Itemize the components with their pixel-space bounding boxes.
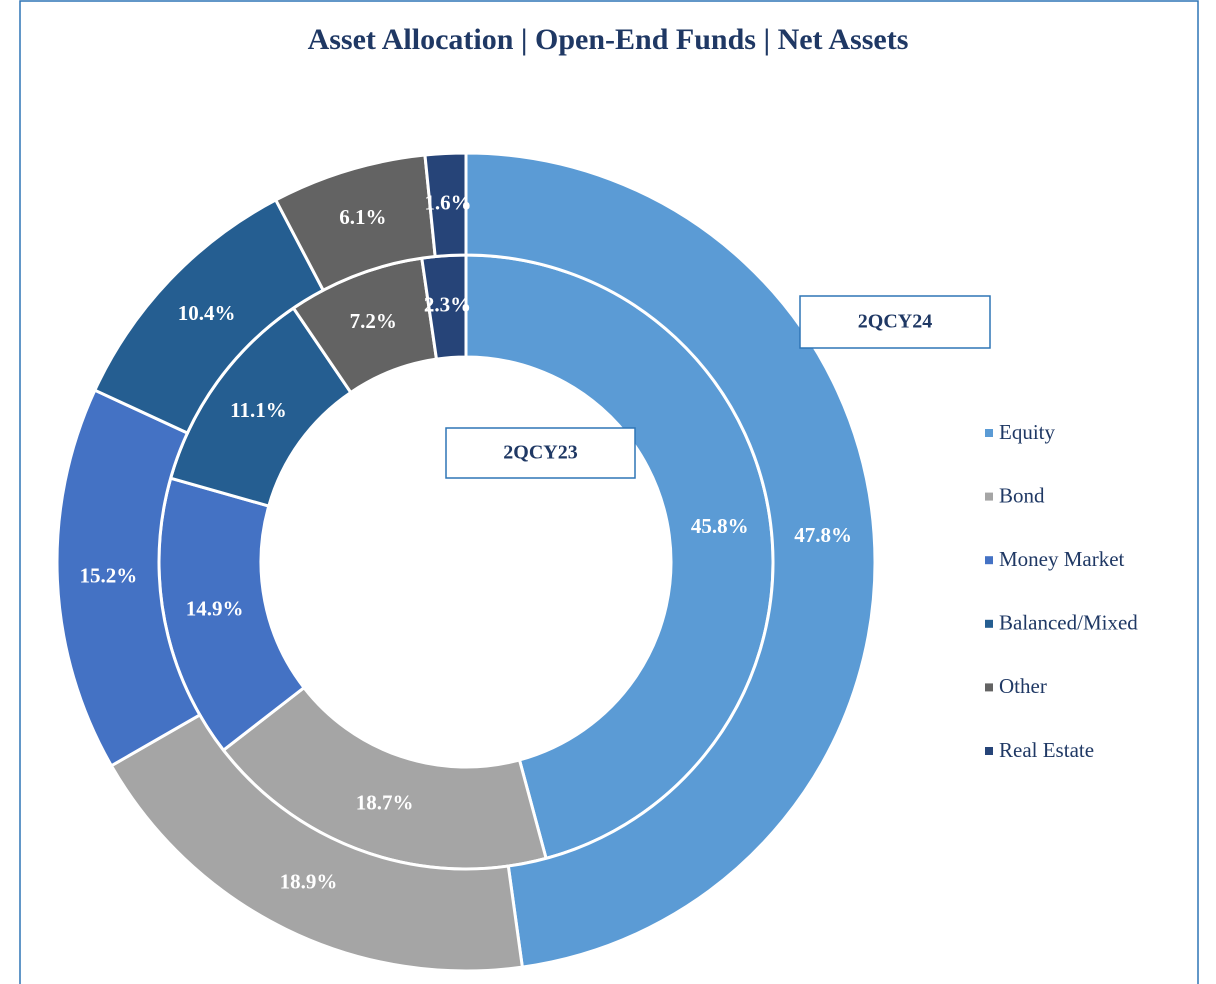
donut-segment <box>423 151 468 259</box>
data-label: 45.8% <box>691 514 749 538</box>
legend-label: Other <box>999 674 1047 698</box>
series-label: 2QCY23 <box>503 442 577 464</box>
legend-label: Money Market <box>999 547 1125 571</box>
series-label: 2QCY24 <box>858 311 932 333</box>
legend-swatch <box>985 556 993 565</box>
legend-swatch <box>985 619 993 628</box>
legend-swatch <box>985 429 993 437</box>
data-label: 7.2% <box>350 309 397 333</box>
data-label: 18.9% <box>280 869 338 893</box>
data-label: 6.1% <box>339 205 386 229</box>
legend-label: Balanced/Mixed <box>999 611 1138 635</box>
data-label: 18.7% <box>356 791 414 815</box>
legend-swatch <box>985 747 993 755</box>
data-label: 14.9% <box>186 597 244 621</box>
legend-swatch <box>985 492 993 501</box>
series-label-box <box>799 295 991 349</box>
legend-label: Equity <box>999 420 1055 444</box>
data-label: 10.4% <box>178 301 236 325</box>
legend-label: Bond <box>999 483 1045 507</box>
legend-label: Real Estate <box>999 738 1094 762</box>
data-label: 47.8% <box>794 523 852 547</box>
series-label-box <box>445 427 636 479</box>
data-label: 15.2% <box>79 564 137 588</box>
data-label: 1.6% <box>424 190 471 214</box>
donut-segment <box>464 151 877 969</box>
data-label: 2.3% <box>424 292 471 316</box>
data-label: 11.1% <box>230 398 287 422</box>
legend-swatch <box>985 683 993 692</box>
chart-title: Asset Allocation | Open-End Funds | Net … <box>308 23 909 56</box>
